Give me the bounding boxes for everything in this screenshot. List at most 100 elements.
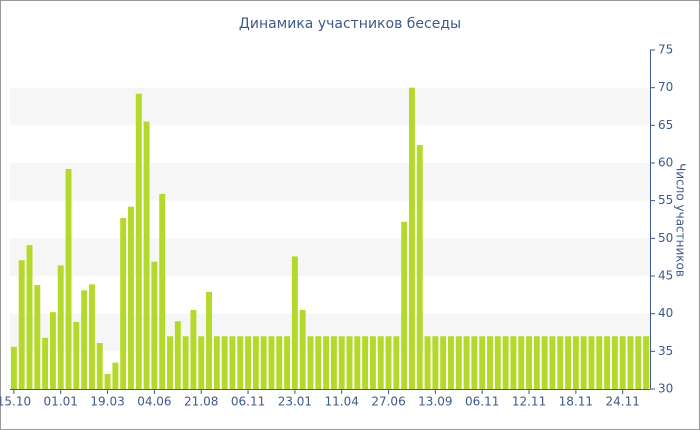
- bar: [151, 261, 158, 389]
- bar: [448, 336, 454, 389]
- bar: [221, 336, 228, 389]
- x-tick-label: 11.04: [325, 395, 359, 409]
- bar: [549, 336, 556, 389]
- bar: [596, 336, 603, 389]
- bar: [565, 336, 572, 389]
- y-tick-label: 40: [658, 306, 673, 320]
- bar: [120, 217, 127, 389]
- grid-band: [10, 238, 650, 276]
- bar: [65, 169, 72, 389]
- bar: [455, 336, 462, 389]
- bar: [299, 309, 306, 389]
- bar: [479, 336, 486, 389]
- bar: [408, 87, 415, 390]
- bar: [588, 336, 595, 389]
- bar: [182, 336, 189, 389]
- y-tick-label: 45: [658, 269, 673, 283]
- bar: [190, 309, 197, 389]
- bar: [284, 336, 291, 389]
- bar: [81, 290, 88, 389]
- grid-band: [10, 87, 650, 126]
- x-tick-label: 13.09: [418, 395, 452, 409]
- bar: [557, 336, 564, 389]
- y-tick-label: 65: [658, 118, 673, 132]
- x-tick-label: 12.11: [512, 395, 546, 409]
- bar: [291, 256, 298, 389]
- bar: [198, 336, 205, 389]
- bar: [354, 336, 361, 389]
- x-tick-label: 19.03: [90, 395, 124, 409]
- bar: [167, 336, 173, 389]
- bar: [307, 336, 314, 389]
- bar: [128, 206, 134, 389]
- bar: [206, 291, 212, 389]
- bar: [237, 336, 244, 389]
- bar: [377, 336, 384, 389]
- bar: [385, 336, 392, 389]
- bar: [604, 336, 611, 389]
- bar: [502, 336, 509, 389]
- bar: [135, 93, 142, 390]
- bar: [42, 337, 49, 389]
- bar: [260, 336, 267, 389]
- y-axis-label: Число участников: [674, 163, 688, 277]
- bar: [440, 336, 447, 389]
- bar: [57, 265, 64, 389]
- y-tick-label: 50: [658, 231, 673, 245]
- bar: [26, 245, 33, 389]
- bar: [393, 336, 400, 389]
- bar: [330, 336, 337, 389]
- bar: [580, 336, 587, 389]
- bar: [463, 336, 470, 389]
- y-tick-label: 60: [658, 156, 673, 170]
- bar: [518, 336, 525, 389]
- bar: [432, 336, 439, 389]
- x-tick-label: 18.11: [559, 395, 593, 409]
- y-tick-label: 35: [658, 344, 673, 358]
- bar: [338, 336, 345, 389]
- bar: [229, 336, 236, 389]
- x-tick-label: 24.11: [606, 395, 640, 409]
- grid-band: [10, 163, 650, 201]
- bar: [49, 312, 56, 389]
- x-tick-label: 15.10: [0, 395, 31, 409]
- bar: [416, 144, 423, 389]
- bar: [533, 336, 540, 389]
- y-tick-label: 30: [658, 382, 673, 396]
- bar: [18, 260, 25, 389]
- bar: [510, 336, 517, 389]
- bar: [572, 336, 579, 389]
- bar: [424, 336, 431, 389]
- bar: [96, 343, 103, 389]
- bar: [73, 321, 80, 389]
- x-tick-label: 23.01: [278, 395, 312, 409]
- bar: [323, 336, 330, 389]
- bar: [174, 321, 181, 389]
- x-tick-label: 06.11: [465, 395, 499, 409]
- x-tick-label: 27.06: [371, 395, 405, 409]
- x-tick-label: 04.06: [137, 395, 171, 409]
- bar: [635, 336, 642, 389]
- bar: [643, 336, 650, 389]
- bar: [112, 362, 119, 389]
- chart-title: Динамика участников беседы: [239, 16, 461, 32]
- y-tick-label: 75: [658, 43, 673, 57]
- bar: [104, 373, 111, 389]
- bar: [315, 336, 322, 389]
- bar: [143, 121, 150, 390]
- bar: [346, 336, 353, 389]
- bar: [526, 336, 532, 389]
- bar: [494, 336, 501, 389]
- bar: [487, 336, 493, 389]
- bar: [362, 336, 369, 389]
- bar: [369, 336, 376, 389]
- bar: [619, 336, 626, 389]
- bar: [88, 284, 95, 389]
- x-tick-label: 21.08: [184, 395, 218, 409]
- y-tick-label: 70: [658, 80, 673, 94]
- bar: [627, 336, 634, 389]
- bar: [34, 285, 41, 389]
- bar: [213, 336, 220, 389]
- bar: [611, 336, 618, 389]
